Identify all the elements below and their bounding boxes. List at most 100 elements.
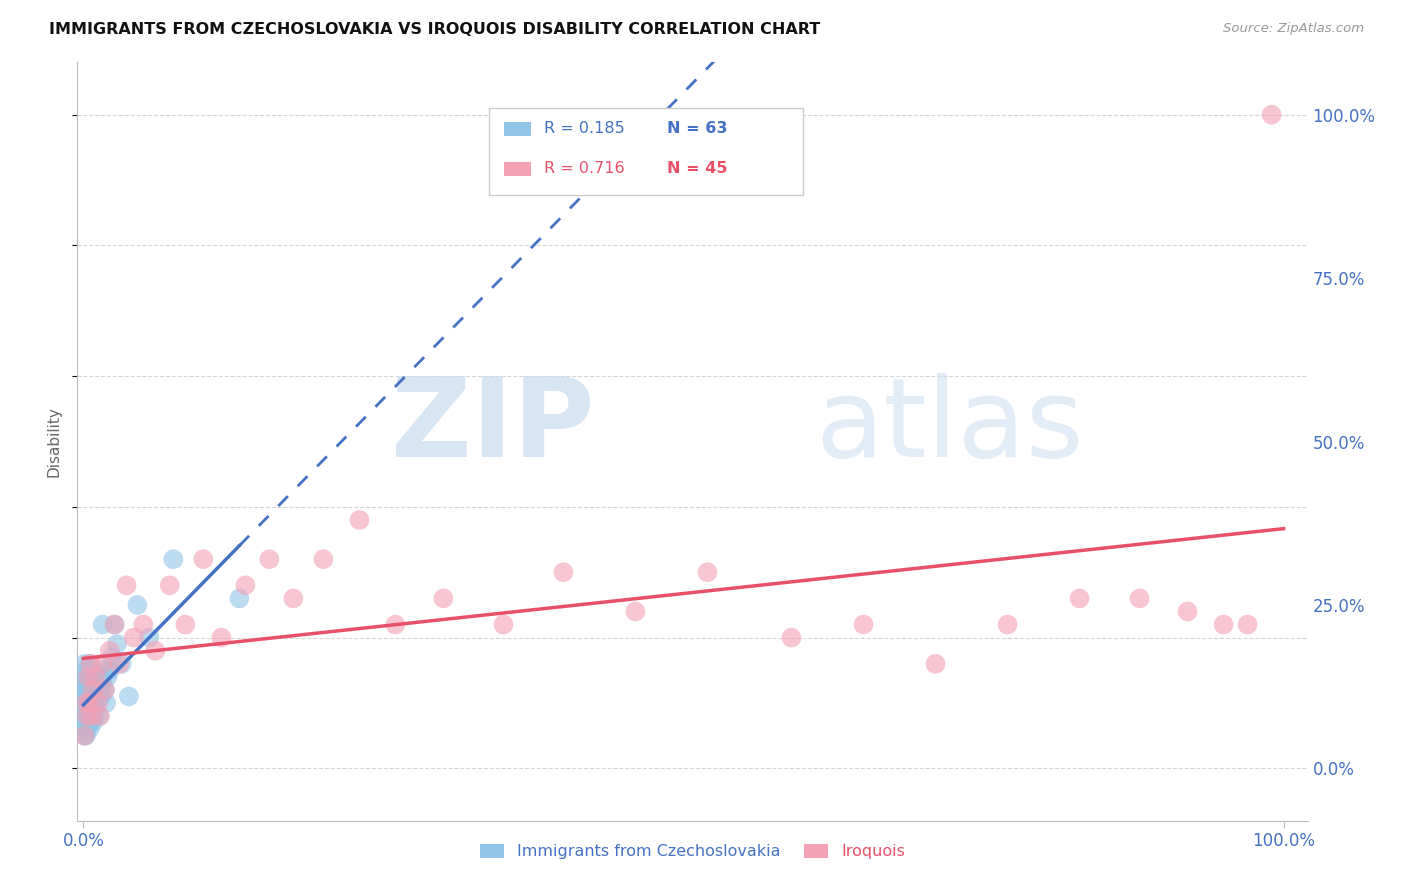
Point	[79, 702, 101, 716]
Point	[77, 696, 100, 710]
Point	[997, 617, 1019, 632]
Point	[73, 696, 96, 710]
Point	[115, 578, 138, 592]
Point	[79, 676, 101, 690]
Text: N = 45: N = 45	[666, 161, 727, 177]
Point	[87, 696, 110, 710]
Point	[89, 709, 111, 723]
Point	[91, 676, 114, 690]
Point	[98, 643, 121, 657]
Point	[84, 702, 107, 716]
Point	[89, 670, 111, 684]
Point	[79, 696, 101, 710]
Point	[79, 696, 101, 710]
Point	[122, 631, 145, 645]
Point	[209, 631, 232, 645]
Point	[73, 709, 96, 723]
Point	[283, 591, 305, 606]
Point	[193, 552, 215, 566]
Point	[73, 657, 96, 671]
Point	[94, 682, 117, 697]
Point	[1128, 591, 1150, 606]
Point	[312, 552, 335, 566]
Point	[1260, 108, 1282, 122]
Bar	[505, 121, 531, 136]
Point	[80, 709, 103, 723]
Point	[77, 670, 100, 684]
Point	[432, 591, 454, 606]
Point	[83, 682, 105, 697]
Point	[103, 617, 125, 632]
FancyBboxPatch shape	[489, 108, 803, 195]
Point	[76, 709, 98, 723]
Point	[1236, 617, 1258, 632]
Point	[75, 715, 97, 730]
Point	[98, 663, 121, 677]
Point	[75, 696, 97, 710]
Point	[75, 729, 97, 743]
Point	[75, 663, 97, 677]
Point	[84, 670, 107, 684]
Point	[94, 682, 117, 697]
Point	[111, 657, 134, 671]
Text: Source: ZipAtlas.com: Source: ZipAtlas.com	[1223, 22, 1364, 36]
Point	[108, 657, 131, 671]
Point	[79, 657, 101, 671]
Point	[127, 598, 149, 612]
Point	[91, 617, 114, 632]
Point	[1069, 591, 1091, 606]
Point	[82, 682, 104, 697]
Point	[259, 552, 281, 566]
Y-axis label: Disability: Disability	[46, 406, 62, 477]
Point	[76, 722, 98, 736]
Point	[96, 670, 118, 684]
Point	[1177, 605, 1199, 619]
Point	[349, 513, 371, 527]
Point	[73, 696, 96, 710]
Point	[76, 670, 98, 684]
Point	[79, 722, 101, 736]
Point	[76, 690, 98, 704]
Point	[77, 715, 100, 730]
Point	[235, 578, 257, 592]
Point	[924, 657, 946, 671]
Point	[82, 715, 104, 730]
Point	[101, 650, 124, 665]
Point	[82, 702, 104, 716]
Point	[93, 663, 115, 677]
Point	[79, 715, 101, 730]
Point	[132, 617, 155, 632]
Point	[553, 566, 575, 580]
Point	[174, 617, 197, 632]
Text: R = 0.716: R = 0.716	[544, 161, 624, 177]
Text: atlas: atlas	[815, 373, 1084, 480]
Point	[73, 729, 96, 743]
Legend: Immigrants from Czechoslovakia, Iroquois: Immigrants from Czechoslovakia, Iroquois	[474, 838, 911, 866]
Point	[75, 696, 97, 710]
Point	[143, 643, 166, 657]
Point	[75, 682, 97, 697]
Text: R = 0.185: R = 0.185	[544, 121, 624, 136]
Text: IMMIGRANTS FROM CZECHOSLOVAKIA VS IROQUOIS DISABILITY CORRELATION CHART: IMMIGRANTS FROM CZECHOSLOVAKIA VS IROQUO…	[49, 22, 821, 37]
Point	[87, 690, 110, 704]
Point	[852, 617, 875, 632]
Point	[91, 657, 114, 671]
Point	[76, 709, 98, 723]
Point	[1212, 617, 1234, 632]
Point	[83, 709, 105, 723]
Point	[624, 605, 647, 619]
Point	[159, 578, 181, 592]
Point	[87, 709, 110, 723]
Point	[79, 657, 101, 671]
Point	[73, 709, 96, 723]
Point	[780, 631, 803, 645]
Point	[86, 676, 108, 690]
Point	[87, 682, 110, 697]
Point	[73, 729, 96, 743]
Text: ZIP: ZIP	[391, 373, 595, 480]
Point	[82, 676, 104, 690]
Point	[73, 676, 96, 690]
Point	[73, 715, 96, 730]
Point	[94, 696, 117, 710]
Point	[80, 709, 103, 723]
